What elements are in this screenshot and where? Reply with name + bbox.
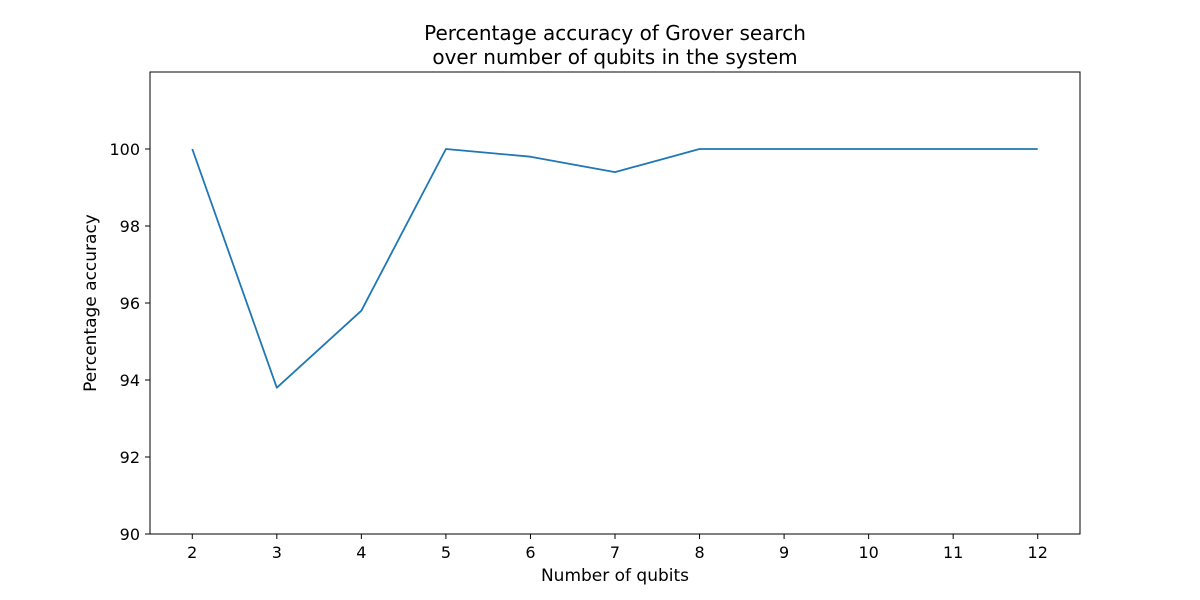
y-tick-label: 94: [120, 371, 140, 390]
x-tick-label: 9: [779, 543, 789, 562]
series-line: [191, 148, 1038, 389]
y-tick-label: 90: [120, 525, 140, 544]
x-tick-label: 11: [943, 543, 963, 562]
plot-frame: [149, 71, 1081, 535]
y-tick-label: 100: [109, 140, 140, 159]
series-layer: [191, 148, 1038, 389]
x-tick-label: 12: [1028, 543, 1048, 562]
x-tick-label: 8: [694, 543, 704, 562]
y-tick-label: 92: [120, 448, 140, 467]
x-tick-label: 4: [356, 543, 366, 562]
x-tick-label: 2: [187, 543, 197, 562]
y-tick-label: 96: [120, 294, 140, 313]
y-tick-label: 98: [120, 217, 140, 236]
x-tick-label: 10: [858, 543, 878, 562]
y-axis-label: Percentage accuracy: [81, 214, 101, 392]
x-axis-label: Number of qubits: [541, 566, 689, 586]
x-tick-label: 7: [610, 543, 620, 562]
chart-title-line-2: over number of qubits in the system: [432, 45, 797, 69]
y-axis-ticks: 90 92 94 96 98 100: [109, 140, 150, 544]
chart-title-line-1: Percentage accuracy of Grover search: [424, 21, 806, 45]
x-tick-label: 6: [525, 543, 535, 562]
x-tick-label: 3: [272, 543, 282, 562]
x-axis-ticks: 2 3 4 5 6 7 8 9 10 11 12: [187, 534, 1048, 562]
x-tick-label: 5: [441, 543, 451, 562]
